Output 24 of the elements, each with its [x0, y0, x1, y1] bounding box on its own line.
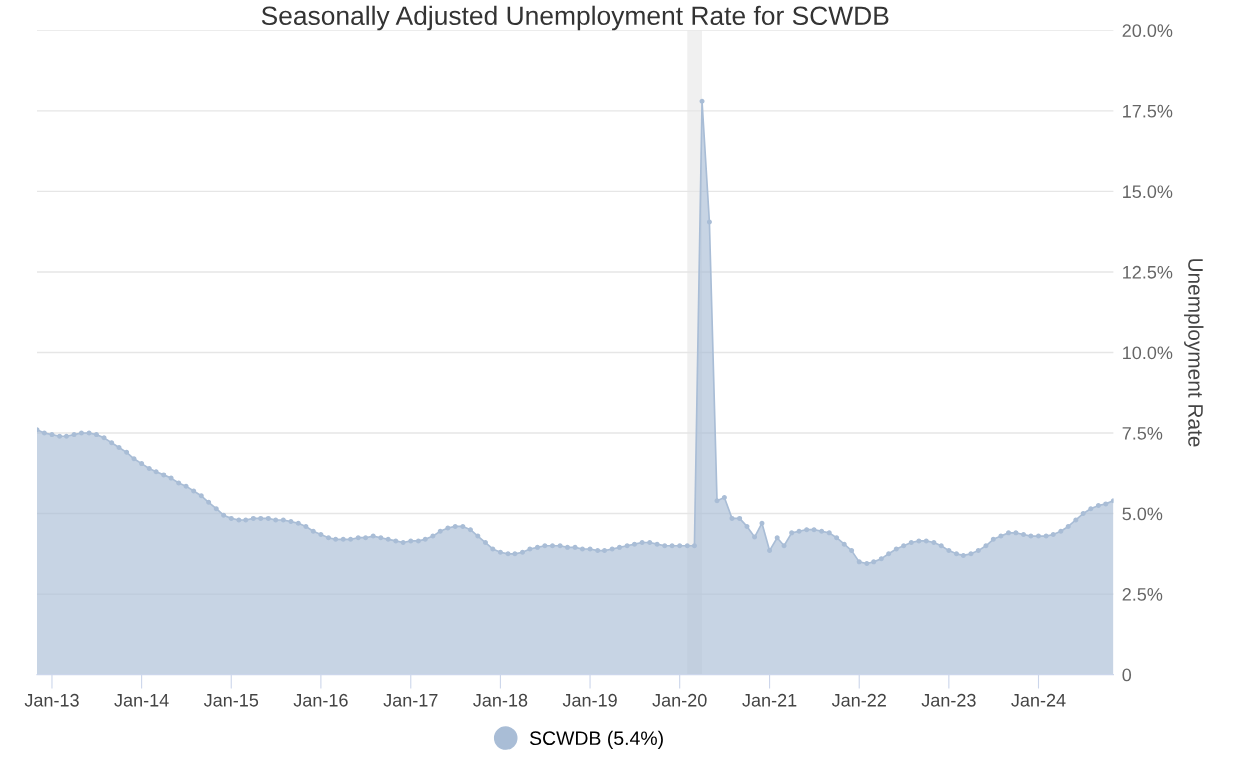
y-tick-label: 2.5% — [1122, 588, 1163, 601]
x-tick-label: Jan-23 — [921, 693, 976, 707]
y-tick-label: 10.0% — [1123, 346, 1173, 360]
x-tick-label: Jan-22 — [831, 693, 886, 707]
x-tick-label: Jan-14 — [114, 694, 169, 707]
y-tick-label: 7.5% — [1122, 427, 1163, 440]
x-tick-label: Jan-16 — [293, 693, 348, 707]
y-tick-label: 15.0% — [1123, 185, 1173, 199]
x-tick-label: Jan-15 — [203, 694, 259, 707]
x-tick-label: Jan-24 — [1011, 693, 1066, 707]
y-tick-label: 17.5% — [1123, 104, 1173, 118]
y-tick-label: 20.0% — [1122, 24, 1173, 38]
legend-label: SCWDB (5.4%) — [529, 730, 663, 749]
y-tick-label: 12.5% — [1123, 265, 1173, 279]
y-tick-label: 0 — [1122, 668, 1132, 682]
x-tick-label: Jan-18 — [473, 693, 528, 707]
chart-title: Seasonally Adjusted Unemployment Rate for SCWDB — [261, 5, 889, 31]
x-tick-label: Jan-13 — [24, 693, 79, 707]
x-tick-label: Jan-19 — [562, 693, 617, 707]
y-tick-label: 5.0% — [1122, 507, 1163, 521]
x-tick-label: Jan-17 — [383, 694, 438, 707]
x-tick-label: Jan-20 — [652, 693, 707, 707]
x-tick-label: Jan-21 — [742, 693, 797, 707]
y-axis-title: Unemployment Rate — [1184, 259, 1204, 447]
